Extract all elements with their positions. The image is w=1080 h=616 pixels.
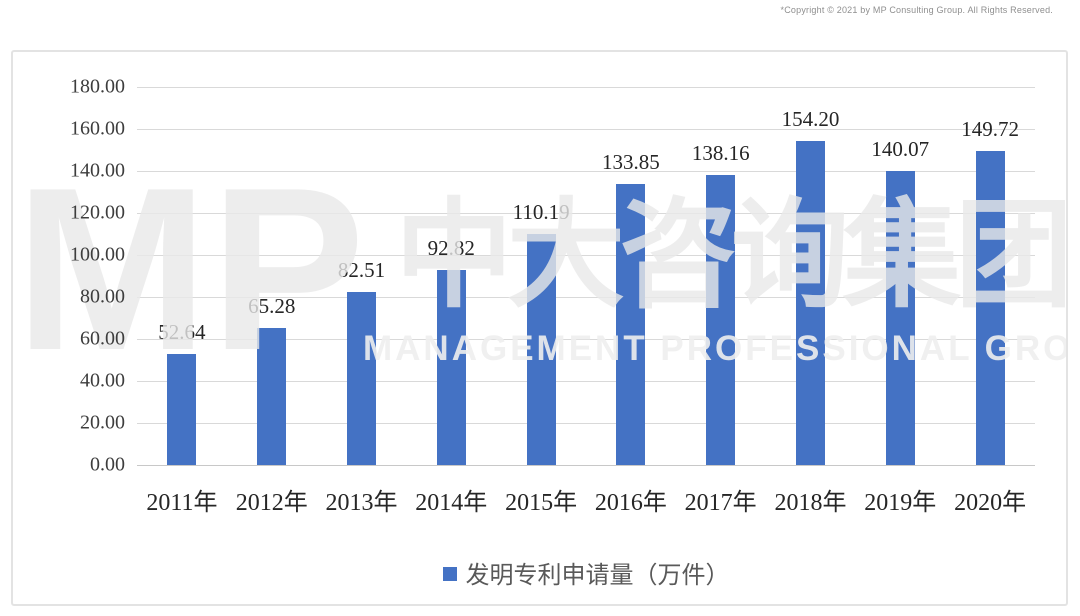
y-tick-label: 80.00	[80, 285, 125, 308]
bar-value-label: 154.20	[781, 107, 840, 132]
bar	[796, 141, 825, 465]
y-tick-label: 100.00	[70, 243, 125, 266]
x-tick-label: 2011年	[146, 490, 218, 516]
x-tick-label: 2016年	[594, 490, 667, 516]
bar-value-label: 82.51	[337, 257, 386, 282]
x-tick-label: 2013年	[325, 490, 398, 516]
bar-value-label: 65.28	[248, 293, 296, 318]
bar-value-label: 133.85	[602, 149, 660, 174]
x-tick-label: 2019年	[864, 490, 937, 516]
y-tick-label: 0.00	[90, 453, 125, 476]
y-tick-label: 40.00	[80, 369, 125, 392]
bar	[706, 174, 736, 465]
gridline	[137, 381, 1035, 382]
bar-value-label: 140.07	[871, 136, 930, 161]
chart-card: 180.00 160.00 140.00 120.00 100.00 80.00 60.00…	[11, 50, 1068, 606]
gridline	[137, 87, 1035, 88]
bar-value-label: 149.72	[961, 116, 1019, 141]
y-tick-label: 20.00	[80, 411, 125, 434]
bar-value-label: 138.16	[691, 140, 750, 165]
y-axis: 180.00 160.00 140.00 120.00 100.00 80.00 60.00…	[13, 76, 125, 476]
y-tick-label: 120.00	[70, 201, 125, 224]
plot-area: 52.64 65.28 82.51 92.82 110.19 133.85 138.16 15…	[137, 87, 1035, 466]
x-tick-label: 2020年	[954, 490, 1027, 516]
bar-value-label: 110.19	[512, 199, 570, 224]
bar	[257, 327, 287, 465]
bar-value-label: 92.82	[427, 236, 475, 261]
copyright-text: *Copyright © 2021 by MP Consulting Group…	[780, 5, 1053, 15]
x-tick-label: 2014年	[415, 490, 488, 516]
bar	[167, 354, 197, 465]
gridline	[137, 171, 1035, 172]
bar	[436, 270, 466, 465]
gridline	[137, 339, 1035, 340]
x-tick-label: 2012年	[235, 490, 308, 516]
y-tick-label: 180.00	[70, 75, 125, 98]
gridline	[137, 213, 1035, 214]
bar	[616, 183, 646, 465]
bar	[975, 150, 1005, 465]
x-axis: 2011年 2012年 2013年 2014年 2015年 2016年 2017年 2018年…	[137, 482, 1035, 517]
gridline	[137, 423, 1035, 424]
y-tick-label: 160.00	[70, 117, 125, 140]
y-tick-label: 60.00	[80, 327, 125, 350]
bar	[347, 291, 376, 465]
bar-value-label: 52.64	[158, 320, 206, 345]
bar	[526, 233, 556, 465]
y-tick-label: 140.00	[70, 159, 125, 182]
x-tick-label: 2018年	[774, 490, 847, 516]
legend-marker-square	[442, 566, 457, 581]
gridline	[137, 297, 1035, 298]
gridline	[137, 255, 1035, 256]
x-tick-label: 2017年	[684, 490, 757, 516]
gridline	[137, 129, 1035, 130]
bar	[885, 170, 915, 465]
legend-label: 发明专利申请量（万件）	[465, 563, 730, 589]
x-tick-label: 2015年	[505, 490, 578, 516]
legend: 发明专利申请量（万件）	[137, 555, 1035, 590]
gridline	[137, 465, 1035, 466]
